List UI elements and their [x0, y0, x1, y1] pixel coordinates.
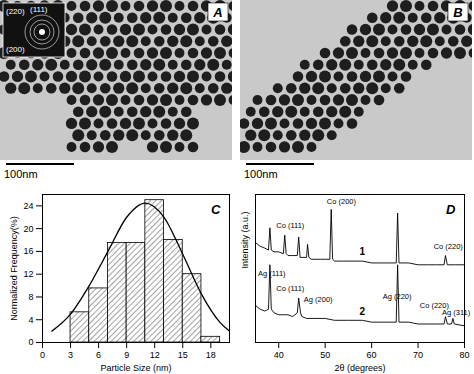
svg-text:12: 12	[150, 350, 160, 360]
svg-text:16: 16	[23, 246, 33, 256]
svg-text:Ag (200): Ag (200)	[304, 295, 333, 304]
svg-text:D: D	[446, 202, 456, 217]
svg-text:60: 60	[367, 350, 377, 360]
svg-text:C: C	[211, 202, 221, 217]
svg-text:80: 80	[459, 350, 469, 360]
svg-text:Particle Size (nm): Particle Size (nm)	[100, 363, 171, 373]
svg-text:0: 0	[40, 350, 45, 360]
svg-text:12: 12	[23, 269, 33, 279]
svg-text:Intensity (a.u.): Intensity (a.u.)	[240, 211, 250, 268]
svg-text:Co (220): Co (220)	[434, 242, 464, 251]
svg-text:2θ (degrees): 2θ (degrees)	[334, 363, 385, 373]
svg-text:Ag (111): Ag (111)	[258, 269, 286, 278]
svg-text:Co (111): Co (111)	[276, 221, 305, 230]
svg-text:Co (200): Co (200)	[327, 197, 357, 206]
svg-text:A: A	[212, 5, 222, 20]
svg-text:(220): (220)	[6, 7, 25, 16]
svg-text:Co (220): Co (220)	[419, 300, 449, 310]
svg-text:Ag (220): Ag (220)	[383, 292, 412, 301]
svg-text:1: 1	[360, 246, 366, 257]
svg-text:0: 0	[28, 337, 33, 347]
svg-text:B: B	[453, 5, 462, 20]
svg-text:4: 4	[28, 315, 33, 325]
svg-text:Ag (311): Ag (311)	[442, 308, 471, 317]
svg-text:40: 40	[274, 350, 284, 360]
svg-text:100nm: 100nm	[4, 168, 38, 180]
svg-text:2: 2	[360, 306, 366, 317]
svg-text:(200): (200)	[6, 45, 25, 54]
svg-text:24: 24	[23, 201, 33, 211]
svg-text:15: 15	[178, 350, 188, 360]
svg-text:50: 50	[320, 350, 330, 360]
svg-text:100nm: 100nm	[244, 168, 278, 180]
svg-text:6: 6	[96, 350, 101, 360]
svg-text:Co (111): Co (111)	[276, 284, 305, 293]
svg-text:70: 70	[413, 350, 423, 360]
svg-text:Normalized Frequency(%): Normalized Frequency(%)	[9, 216, 19, 321]
svg-text:9: 9	[124, 350, 129, 360]
svg-text:(111): (111)	[30, 5, 48, 14]
svg-text:20: 20	[23, 224, 33, 234]
svg-text:8: 8	[28, 292, 33, 302]
svg-text:3: 3	[68, 350, 73, 360]
svg-text:18: 18	[206, 350, 216, 360]
